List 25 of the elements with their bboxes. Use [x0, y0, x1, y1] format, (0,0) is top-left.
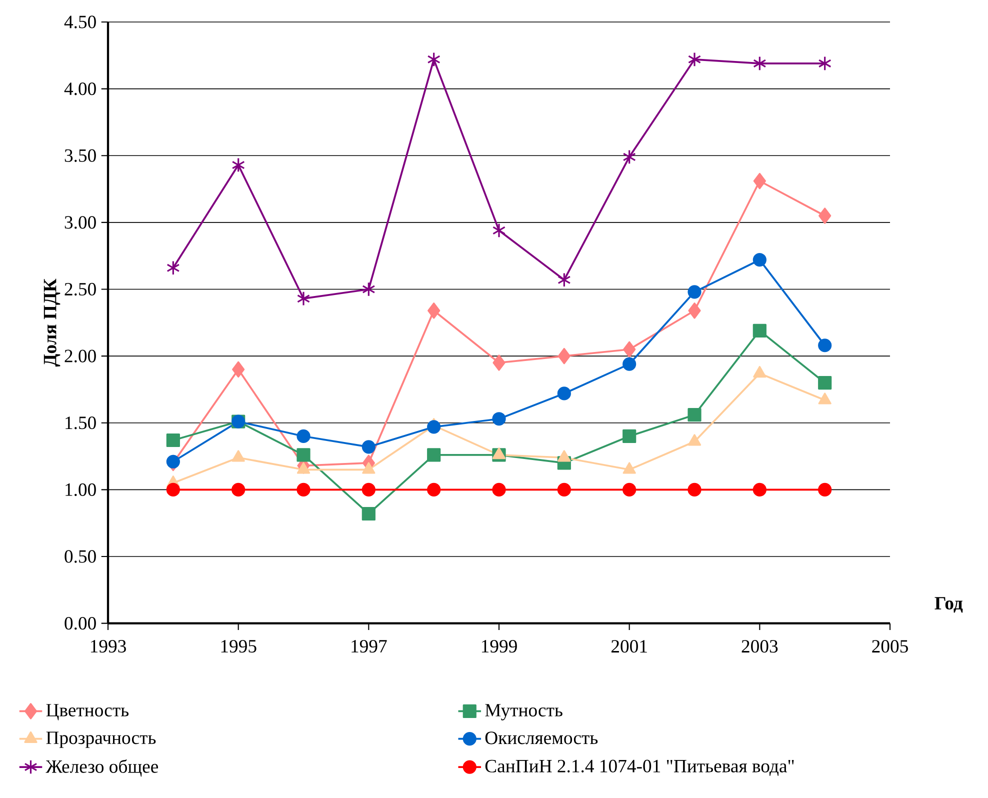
x-axis-title: Год	[934, 597, 963, 613]
x-tick-label: 2003	[742, 640, 778, 653]
y-tick-label: 2.00	[64, 350, 96, 362]
y-tick-label: 4.50	[64, 16, 96, 28]
y-tick-label: 3.50	[64, 149, 96, 162]
x-tick-label: 1993	[90, 640, 126, 653]
y-tick-label: 1.00	[66, 483, 96, 496]
y-tick-label: 2.50	[64, 282, 96, 296]
x-tick-label: 1999	[482, 640, 517, 653]
legend-label: Железо общее	[46, 759, 158, 777]
x-tick-label: 1995	[221, 640, 256, 653]
legend-label: Окисляемость	[485, 732, 598, 744]
x-tick-label: 1997	[352, 640, 387, 653]
legend-label: Цветность	[46, 704, 129, 720]
y-tick-label: 4.00	[64, 82, 96, 96]
legend-label: СанПиН 2.1.4 1074-01 "Питьевая вода"	[485, 760, 794, 776]
legend-label: Мутность	[485, 704, 562, 720]
legend-label: Прозрачность	[46, 732, 156, 748]
x-tick-label: 2001	[611, 640, 647, 653]
x-tick-label: 2005	[872, 640, 908, 653]
y-axis-title: Доля ПДК	[44, 278, 60, 367]
y-tick-label: 0.00	[64, 616, 96, 630]
y-tick-label: 3.00	[64, 216, 96, 229]
y-tick-label: 0.50	[64, 550, 96, 563]
y-tick-label: 1.50	[66, 416, 96, 430]
